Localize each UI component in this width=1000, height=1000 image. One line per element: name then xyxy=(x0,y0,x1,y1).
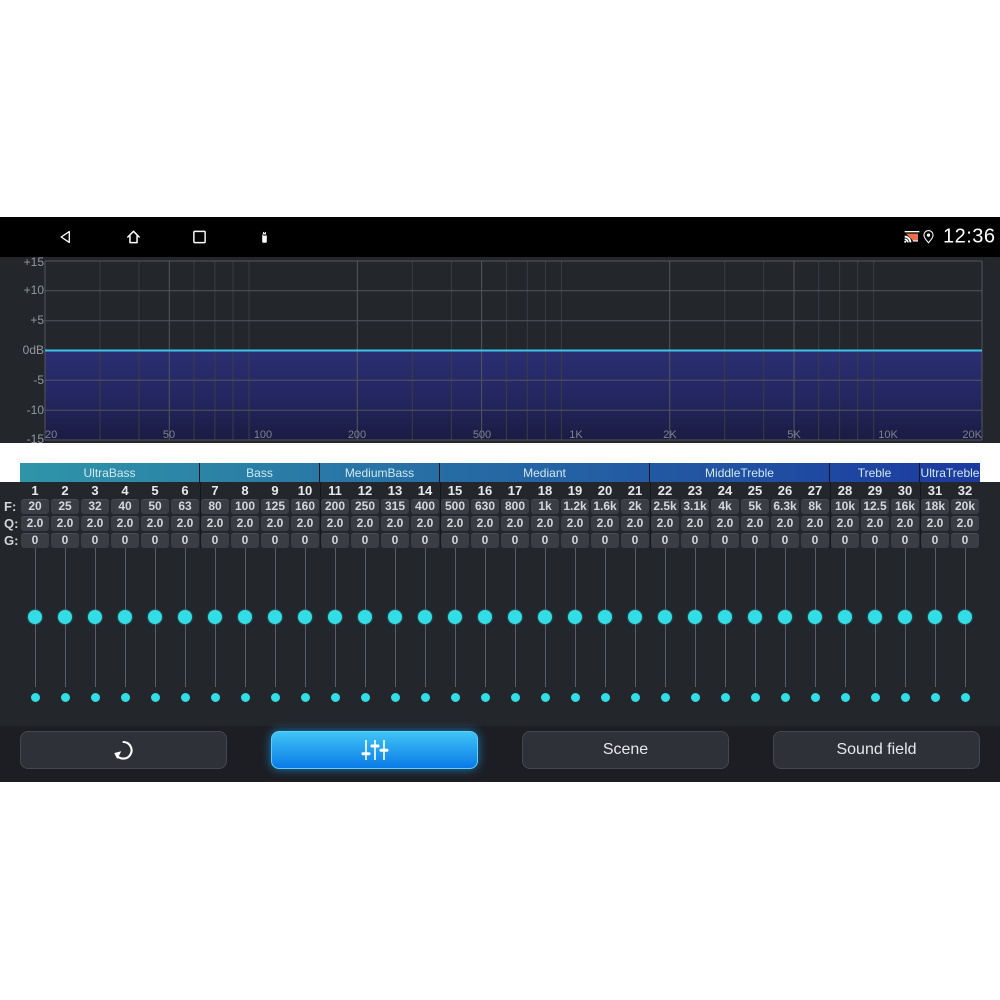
svg-text:20K: 20K xyxy=(962,429,982,441)
svg-text:5K: 5K xyxy=(787,429,801,441)
svg-text:200: 200 xyxy=(348,429,366,441)
svg-text:1K: 1K xyxy=(569,429,583,441)
svg-text:100: 100 xyxy=(254,429,272,441)
svg-text:10K: 10K xyxy=(878,429,898,441)
svg-text:500: 500 xyxy=(473,429,491,441)
svg-text:20: 20 xyxy=(45,429,57,441)
svg-text:2K: 2K xyxy=(663,429,677,441)
svg-text:50: 50 xyxy=(163,429,175,441)
